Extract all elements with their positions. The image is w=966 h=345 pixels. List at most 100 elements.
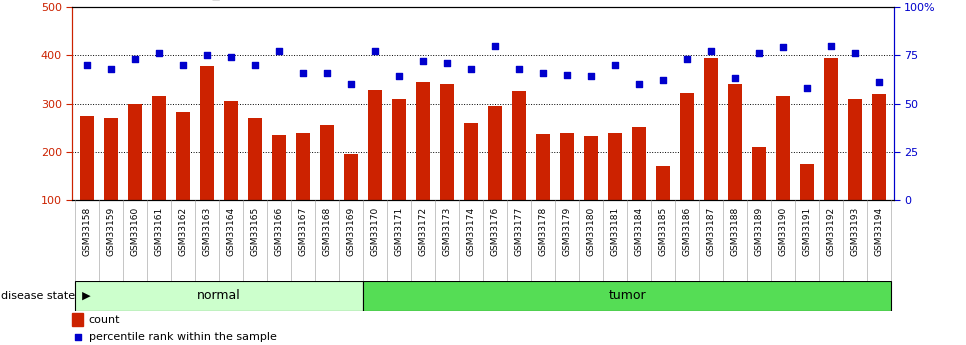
- Bar: [800, 164, 814, 200]
- Text: GSM33187: GSM33187: [706, 207, 716, 256]
- Point: [415, 58, 431, 64]
- Bar: [200, 66, 214, 200]
- Text: count: count: [89, 315, 121, 325]
- Point: [151, 50, 166, 56]
- Bar: [152, 96, 166, 200]
- Text: GSM33189: GSM33189: [754, 207, 763, 256]
- Point: [632, 81, 647, 87]
- Text: normal: normal: [197, 289, 241, 302]
- Bar: [632, 127, 646, 200]
- Text: GSM33192: GSM33192: [827, 207, 836, 256]
- Text: tumor: tumor: [609, 289, 646, 302]
- Point: [679, 56, 695, 62]
- Text: GSM33160: GSM33160: [130, 207, 139, 256]
- Text: disease state  ▶: disease state ▶: [1, 291, 91, 301]
- Bar: [464, 123, 478, 200]
- Bar: [560, 134, 574, 200]
- Point: [440, 60, 455, 66]
- Text: GSM33167: GSM33167: [298, 207, 307, 256]
- Bar: [776, 96, 790, 200]
- Text: GSM33170: GSM33170: [370, 207, 380, 256]
- Point: [247, 62, 263, 68]
- Point: [703, 49, 719, 54]
- Point: [487, 43, 502, 48]
- Point: [847, 50, 863, 56]
- Text: percentile rank within the sample: percentile rank within the sample: [89, 333, 276, 342]
- Point: [464, 66, 479, 71]
- Text: GSM33185: GSM33185: [659, 207, 668, 256]
- Bar: [79, 116, 94, 200]
- Bar: [392, 99, 406, 200]
- Point: [800, 85, 815, 91]
- Bar: [704, 58, 719, 200]
- Point: [655, 78, 670, 83]
- Text: GSM33181: GSM33181: [611, 207, 619, 256]
- Point: [175, 62, 190, 68]
- Text: GSM33176: GSM33176: [491, 207, 499, 256]
- Bar: [320, 125, 334, 200]
- Point: [524, 256, 539, 262]
- Bar: [103, 118, 118, 200]
- Text: GSM33194: GSM33194: [874, 207, 884, 256]
- Point: [583, 74, 599, 79]
- Text: GSM33163: GSM33163: [203, 207, 212, 256]
- Text: GSM33190: GSM33190: [779, 207, 787, 256]
- Bar: [74, 281, 363, 310]
- Text: GSM33193: GSM33193: [851, 207, 860, 256]
- Bar: [680, 93, 695, 200]
- Point: [103, 66, 119, 71]
- Bar: [363, 281, 892, 310]
- Bar: [128, 104, 142, 200]
- Text: GSM33164: GSM33164: [226, 207, 236, 256]
- Bar: [247, 118, 262, 200]
- Point: [128, 56, 143, 62]
- Point: [823, 43, 838, 48]
- Point: [79, 62, 95, 68]
- Point: [223, 55, 239, 60]
- Bar: [224, 101, 238, 200]
- Text: GSM33186: GSM33186: [683, 207, 692, 256]
- Bar: [488, 106, 502, 200]
- Point: [343, 81, 358, 87]
- Bar: [368, 90, 383, 200]
- Point: [367, 49, 383, 54]
- Text: GSM33168: GSM33168: [323, 207, 331, 256]
- Bar: [344, 154, 358, 200]
- Text: GSM33173: GSM33173: [442, 207, 451, 256]
- Point: [727, 76, 743, 81]
- Point: [776, 45, 791, 50]
- Text: GSM33177: GSM33177: [515, 207, 524, 256]
- Point: [559, 72, 575, 77]
- Text: GSM33169: GSM33169: [347, 207, 355, 256]
- Bar: [512, 91, 526, 200]
- Bar: [536, 134, 551, 200]
- Text: GSM33159: GSM33159: [106, 207, 115, 256]
- Text: GSM33166: GSM33166: [274, 207, 283, 256]
- Bar: [872, 94, 887, 200]
- Point: [608, 62, 623, 68]
- Point: [511, 66, 526, 71]
- Point: [296, 70, 311, 75]
- Point: [752, 50, 767, 56]
- Text: GSM33162: GSM33162: [179, 207, 187, 256]
- Point: [535, 70, 551, 75]
- Text: GSM33188: GSM33188: [730, 207, 740, 256]
- Bar: [440, 84, 454, 200]
- Point: [871, 79, 887, 85]
- Text: GSM33161: GSM33161: [155, 207, 163, 256]
- Point: [391, 74, 407, 79]
- Point: [199, 52, 214, 58]
- Text: GSM33172: GSM33172: [418, 207, 428, 256]
- Bar: [271, 135, 286, 200]
- Text: GSM33171: GSM33171: [394, 207, 404, 256]
- Bar: [296, 134, 310, 200]
- Bar: [583, 136, 598, 200]
- Text: GSM33165: GSM33165: [250, 207, 260, 256]
- Text: GSM33191: GSM33191: [803, 207, 811, 256]
- Bar: [656, 166, 670, 200]
- Text: GSM33174: GSM33174: [467, 207, 475, 256]
- Bar: [72, 313, 83, 326]
- Text: GSM33180: GSM33180: [586, 207, 596, 256]
- Text: GSM33158: GSM33158: [82, 207, 92, 256]
- Text: GSM33179: GSM33179: [562, 207, 572, 256]
